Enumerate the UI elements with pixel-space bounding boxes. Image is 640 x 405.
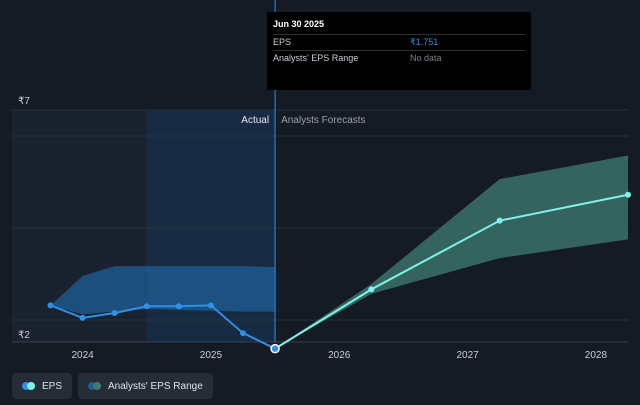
legend-range-label: Analysts' EPS Range xyxy=(108,380,203,392)
legend-item-range[interactable]: Analysts' EPS Range xyxy=(78,373,213,399)
x-tick-label-2027: 2027 xyxy=(456,350,479,361)
tooltip-eps-label: EPS xyxy=(273,37,292,47)
eps-point-actual-3 xyxy=(143,303,150,310)
y-tick-label-0: ₹7 xyxy=(18,96,30,107)
legend: EPS Analysts' EPS Range xyxy=(12,373,213,399)
tooltip-range-label: Analysts' EPS Range xyxy=(273,53,359,63)
legend-eps-label: EPS xyxy=(42,380,63,392)
eps-point-actual-2 xyxy=(111,310,118,316)
eps-line-actual xyxy=(50,304,276,350)
range-area-actual xyxy=(50,266,276,315)
y-tick-label-1: ₹2 xyxy=(18,330,30,341)
tooltip-row-eps: EPS ₹1.751 xyxy=(273,34,525,50)
legend-range-icon xyxy=(88,382,102,390)
eps-point-actual-0 xyxy=(47,302,54,309)
eps-point-actual-6 xyxy=(240,330,246,337)
x-tick-label-2026: 2026 xyxy=(328,350,351,361)
legend-eps-icon xyxy=(22,382,36,390)
x-tick-label-2024: 2024 xyxy=(71,350,94,361)
x-tick-label-2025: 2025 xyxy=(200,350,223,361)
eps-point-forecast-2 xyxy=(496,217,503,224)
tooltip-eps-value: ₹1.751 xyxy=(410,37,439,47)
tooltip-row-range: Analysts' EPS Range No data xyxy=(273,50,525,65)
eps-point-actual-1 xyxy=(79,314,86,321)
forecast-label: Analysts Forecasts xyxy=(281,115,365,126)
tooltip-date: Jun 30 2025 xyxy=(273,19,325,29)
eps-point-forecast-1 xyxy=(368,286,375,293)
tooltip: Jun 30 2025 EPS ₹1.751 Analysts' EPS Ran… xyxy=(267,12,531,90)
eps-point-actual-5 xyxy=(207,302,214,309)
range-area-forecast xyxy=(275,155,628,349)
tooltip-range-value: No data xyxy=(410,53,442,63)
legend-item-eps[interactable]: EPS xyxy=(12,373,73,399)
eps-point-actual-4 xyxy=(175,303,182,310)
x-tick-label-2028: 2028 xyxy=(585,350,608,361)
actual-label: Actual xyxy=(241,115,269,126)
eps-point-forecast-3 xyxy=(625,191,631,198)
eps-highlight-point xyxy=(270,343,280,354)
eps-line-forecast xyxy=(274,193,629,350)
